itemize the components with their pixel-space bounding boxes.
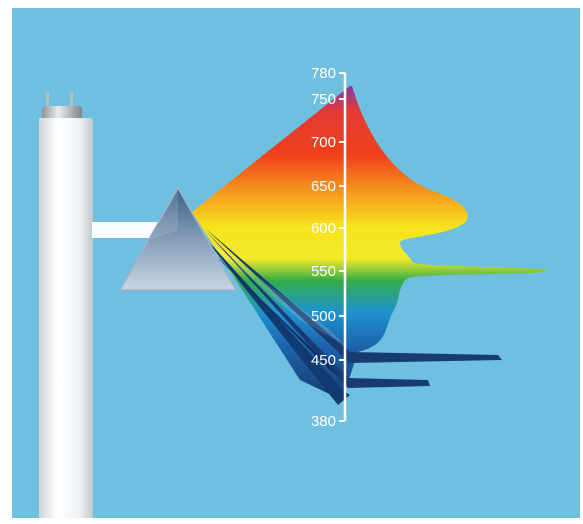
spectrum-fan	[192, 86, 548, 405]
scale-label-600: 600	[311, 220, 336, 237]
scale-label-550: 550	[311, 263, 336, 280]
scale-label-780: 780	[311, 65, 336, 82]
glass-prism-icon	[118, 186, 238, 291]
scale-label-380: 380	[311, 413, 336, 430]
scale-label-700: 700	[311, 134, 336, 151]
scale-label-650: 650	[311, 178, 336, 195]
wavelength-scale: 780 750 700 650 600 550 500 450 380	[311, 65, 347, 430]
scale-label-450: 450	[311, 352, 336, 369]
scale-label-750: 750	[311, 91, 336, 108]
fluorescent-tube-icon	[39, 92, 93, 518]
scale-label-500: 500	[311, 308, 336, 325]
